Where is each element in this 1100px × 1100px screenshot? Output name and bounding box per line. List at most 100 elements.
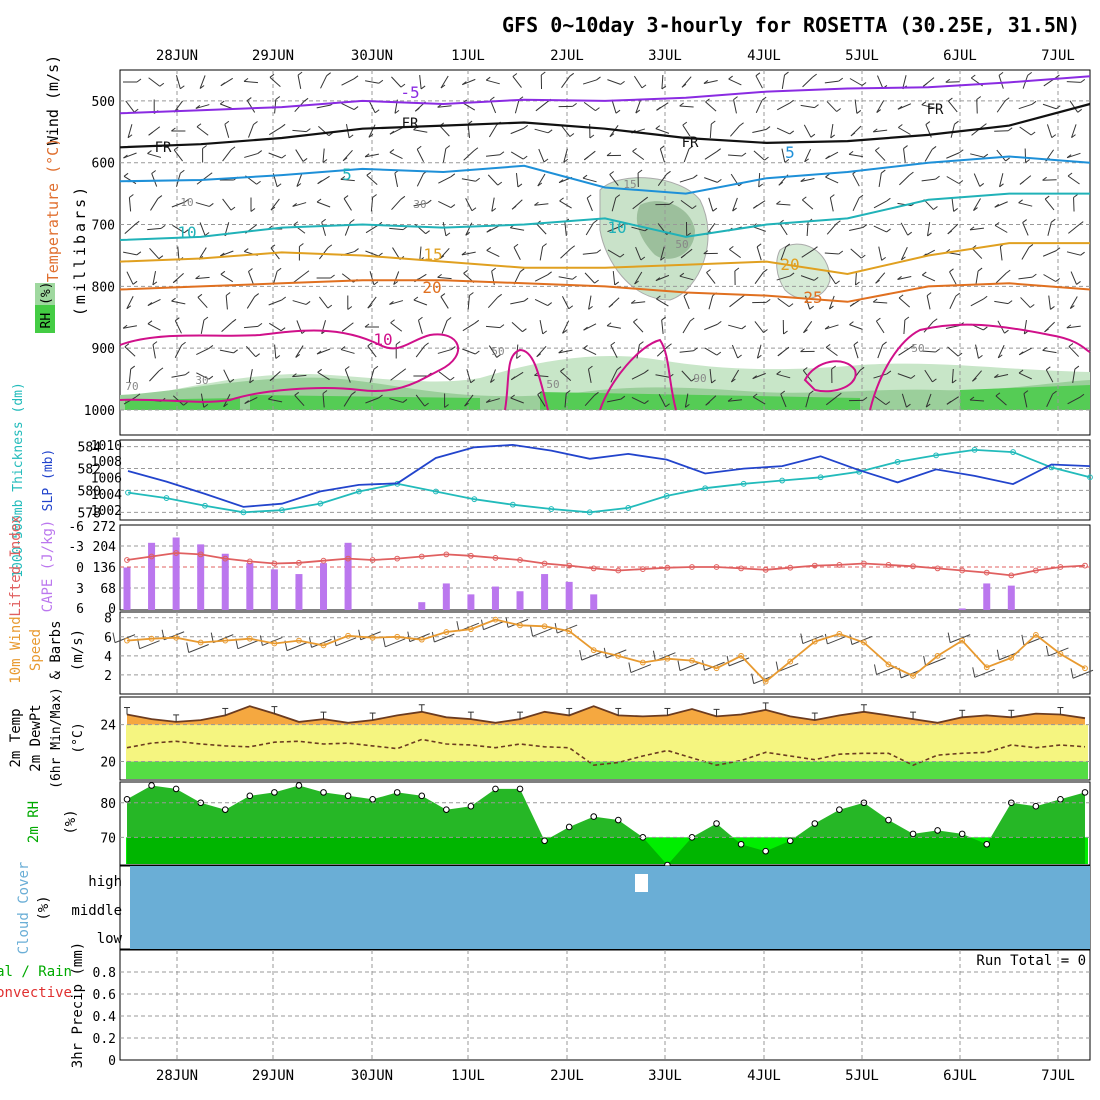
wind-barb	[755, 72, 761, 77]
wind-barb	[256, 180, 261, 185]
top-date-label: 28JUN	[156, 48, 198, 64]
y-tick-label: 1002	[91, 504, 122, 519]
temp-band-yellow	[126, 724, 1088, 762]
rh2m-marker	[541, 837, 548, 845]
wind-barb	[257, 150, 263, 154]
wind-barb	[619, 253, 625, 258]
wind-barb	[752, 396, 766, 405]
wind-barb	[510, 376, 516, 381]
wind-barb	[292, 374, 307, 378]
wind-barb	[708, 295, 714, 310]
wind-barb	[365, 80, 379, 84]
wind-barb	[728, 75, 733, 80]
wind-barb	[1055, 105, 1061, 110]
wind-barb	[558, 276, 573, 280]
wind-barb	[438, 200, 452, 209]
wind-barb	[875, 147, 880, 151]
y-tick-label: 80	[100, 797, 116, 812]
wind-barb	[344, 369, 351, 383]
wind-barb	[779, 222, 788, 236]
wind-barb	[172, 279, 178, 284]
thickness-line-marker	[663, 492, 670, 499]
li-line-marker	[713, 564, 720, 570]
y-tick-label: 1004	[91, 488, 122, 503]
wind-barb	[606, 152, 612, 157]
wind-barb	[825, 343, 831, 348]
wind-barb	[728, 324, 742, 330]
wind10-barb	[775, 661, 779, 672]
wind-barb	[836, 108, 841, 112]
wind-barb	[243, 80, 259, 84]
wind-barb	[570, 245, 576, 250]
wind10-speed-marker	[148, 635, 155, 642]
wind-barb	[882, 341, 887, 346]
rh-blob	[776, 243, 831, 300]
wind-barb	[1077, 108, 1083, 113]
wind-barb	[824, 325, 830, 330]
wind-barb	[874, 150, 886, 161]
wind-barb	[255, 353, 260, 358]
wind-barb	[897, 373, 912, 379]
wind-barb	[372, 194, 377, 198]
wind-barb	[245, 345, 257, 358]
wind10-speed-marker	[467, 626, 474, 633]
wind-barb	[582, 174, 588, 179]
wind-barb	[1005, 269, 1011, 274]
wind10-speed-marker	[394, 633, 401, 640]
wind-barb	[269, 76, 281, 88]
contour-label: 20	[422, 278, 441, 297]
cape-ylabel-li: Lifted Index	[8, 515, 24, 616]
wind-barb	[292, 373, 297, 378]
rh2m-marker	[565, 823, 573, 831]
wind-barb	[122, 324, 128, 329]
wind-barb	[150, 198, 159, 211]
wind-barb	[469, 292, 474, 296]
wind-barb	[440, 75, 449, 89]
wind-barb	[395, 341, 401, 345]
y-tick-label: 68	[100, 582, 116, 597]
wind-barb	[952, 379, 957, 384]
contour-label: 25	[803, 288, 822, 307]
wind-barb	[983, 153, 989, 158]
wind10-barb	[630, 664, 652, 673]
wind-barb	[510, 394, 515, 399]
y-tick-label: 6	[104, 631, 112, 646]
thickness-line-marker	[1010, 449, 1016, 455]
wind-barb	[615, 109, 621, 114]
wind-barb	[594, 279, 599, 284]
wind10-speed-marker	[787, 658, 794, 665]
bottom-date-label: 6JUL	[943, 1068, 977, 1084]
wind-barb	[949, 271, 957, 285]
wind10-barb	[1070, 668, 1074, 679]
wind-barb	[364, 323, 370, 328]
wind-barb	[681, 83, 687, 88]
thickness-line-marker	[971, 446, 978, 453]
y-tick-label: 0.8	[93, 966, 116, 981]
y-tick-label: 204	[93, 540, 117, 555]
wind-barb	[491, 197, 495, 212]
wind-barb	[304, 270, 310, 275]
temp2m-ylabel-a: 2m Temp	[8, 708, 24, 767]
wind-barb	[373, 365, 379, 370]
wind-barb	[348, 134, 354, 139]
wind-barb	[202, 145, 207, 149]
top-date-label: 6JUL	[943, 48, 977, 64]
wind-barb	[780, 390, 786, 395]
wind10-ylabel-d: (m/s)	[70, 629, 86, 671]
wind-barb	[1055, 278, 1060, 282]
wind-barb	[244, 153, 258, 158]
contour-label: 10	[180, 196, 193, 209]
wind-barb	[374, 109, 380, 114]
wind-barb	[932, 318, 938, 323]
wind-barb	[522, 328, 527, 333]
wind-barb	[973, 198, 981, 211]
isotherm-25	[504, 348, 549, 411]
wind10-ylabel-c: & Barbs	[48, 620, 64, 679]
wind-barb	[316, 104, 331, 109]
contour-label: 10	[373, 330, 392, 349]
wind-barb	[806, 221, 809, 237]
wind-barb	[921, 350, 936, 353]
rh2m-marker	[467, 802, 475, 810]
wind-barb	[588, 295, 592, 310]
wind-barb	[852, 197, 860, 212]
